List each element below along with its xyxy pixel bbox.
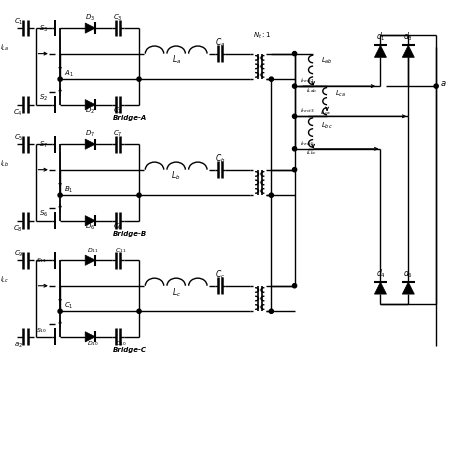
Text: $C_1$: $C_1$ (64, 301, 73, 311)
Text: $S_2$: $S_2$ (39, 93, 48, 103)
Circle shape (58, 77, 62, 81)
Text: $S_3$: $S_3$ (39, 23, 48, 34)
Text: $C_5$: $C_5$ (14, 133, 23, 143)
Circle shape (292, 168, 297, 172)
Circle shape (269, 193, 273, 197)
Text: $L_{bc}$: $L_{bc}$ (321, 121, 333, 131)
Text: Bridge-A: Bridge-A (113, 115, 147, 120)
Text: $a_2$: $a_2$ (14, 341, 23, 350)
Text: $C_6$: $C_6$ (113, 222, 123, 232)
Text: $D_2$: $D_2$ (85, 106, 95, 116)
Text: $D_{11}$: $D_{11}$ (87, 246, 99, 255)
Text: $i_{Lbc}$: $i_{Lbc}$ (306, 148, 318, 157)
Circle shape (292, 84, 297, 88)
Text: $i_{rect5}$: $i_{rect5}$ (300, 139, 315, 148)
Polygon shape (402, 45, 414, 57)
Polygon shape (85, 23, 95, 33)
Polygon shape (374, 282, 386, 294)
Circle shape (292, 52, 297, 56)
Polygon shape (85, 332, 95, 342)
Circle shape (137, 193, 141, 197)
Text: $i_{Lca}$: $i_{Lca}$ (320, 108, 331, 117)
Circle shape (137, 77, 141, 81)
Text: $C_c$: $C_c$ (215, 268, 225, 281)
Circle shape (269, 309, 273, 313)
Text: $L_c$: $L_c$ (172, 286, 181, 299)
Text: $D_3$: $D_3$ (85, 13, 95, 23)
Text: $C_8$: $C_8$ (13, 224, 23, 234)
Circle shape (58, 309, 62, 313)
Text: $d_3$: $d_3$ (403, 31, 413, 43)
Text: $C_4$: $C_4$ (13, 108, 23, 118)
Text: $i_{Lab}$: $i_{Lab}$ (306, 86, 318, 95)
Text: $D_7$: $D_7$ (85, 129, 95, 139)
Text: $A_1$: $A_1$ (64, 68, 73, 79)
Text: $S_6$: $S_6$ (39, 209, 48, 219)
Text: $L_{ca}$: $L_{ca}$ (336, 88, 346, 99)
Text: $i_{Lc}$: $i_{Lc}$ (0, 275, 9, 285)
Circle shape (137, 309, 141, 313)
Text: $B_1$: $B_1$ (64, 184, 73, 195)
Text: $C_b$: $C_b$ (215, 152, 226, 165)
Text: $a$: $a$ (440, 79, 447, 88)
Text: $d_1$: $d_1$ (375, 31, 385, 43)
Text: $d_6$: $d_6$ (403, 267, 413, 280)
Text: $S_{10}$: $S_{10}$ (36, 326, 47, 335)
Text: $C_{11}$: $C_{11}$ (115, 246, 126, 255)
Text: $L_{ab}$: $L_{ab}$ (321, 56, 333, 66)
Text: $S_7$: $S_7$ (39, 139, 48, 150)
Text: Bridge-B: Bridge-B (113, 231, 147, 237)
Text: $D_6$: $D_6$ (85, 222, 95, 232)
Circle shape (434, 84, 438, 88)
Text: $C_a$: $C_a$ (215, 36, 226, 49)
Circle shape (58, 193, 62, 197)
Polygon shape (85, 100, 95, 110)
Circle shape (269, 77, 273, 81)
Circle shape (292, 283, 297, 288)
Text: $D_{10}$: $D_{10}$ (87, 339, 99, 348)
Text: $C_{10}$: $C_{10}$ (115, 339, 126, 348)
Text: $C_1$: $C_1$ (14, 17, 23, 27)
Circle shape (292, 114, 297, 118)
Text: $i_{La}$: $i_{La}$ (0, 43, 9, 53)
Text: $d_4$: $d_4$ (375, 267, 385, 280)
Text: $L_a$: $L_a$ (172, 54, 181, 66)
Text: $C_7$: $C_7$ (113, 129, 123, 139)
Polygon shape (85, 255, 95, 265)
Text: $S_{11}$: $S_{11}$ (36, 256, 47, 265)
Text: $i_{Lb}$: $i_{Lb}$ (0, 159, 9, 169)
Text: $i_{rect1}$: $i_{rect1}$ (300, 76, 315, 85)
Polygon shape (85, 139, 95, 149)
Text: $L_b$: $L_b$ (172, 170, 181, 182)
Text: $C_2$: $C_2$ (113, 106, 123, 116)
Text: Bridge-C: Bridge-C (113, 346, 147, 353)
Polygon shape (402, 282, 414, 294)
Text: $i_{rect3}$: $i_{rect3}$ (300, 107, 315, 116)
Text: $C_3$: $C_3$ (113, 13, 123, 23)
Text: $N_t:1$: $N_t:1$ (253, 30, 271, 41)
Polygon shape (374, 45, 386, 57)
Circle shape (292, 146, 297, 151)
Text: $C_9$: $C_9$ (14, 248, 23, 259)
Polygon shape (85, 216, 95, 226)
